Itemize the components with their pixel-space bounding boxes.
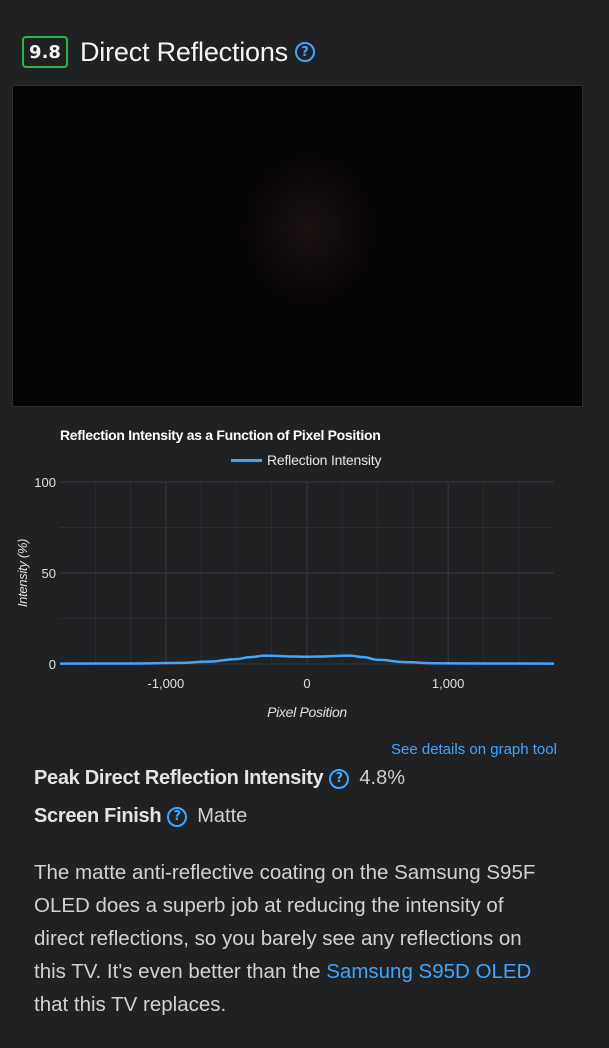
legend-swatch (231, 458, 262, 462)
metric-screen-finish: Screen Finish ? Matte (34, 805, 247, 828)
y-tick-label: 100 (34, 475, 56, 490)
x-tick-label: 0 (303, 676, 310, 691)
reflection-chart: 0 50 100 -1,000 0 1,000 Pixel Position Intens… (15, 475, 555, 720)
description-paragraph: The matte anti-reflective coating on the… (34, 856, 554, 1021)
x-axis-label: Pixel Position (267, 704, 347, 720)
section-title: Direct Reflections (80, 36, 288, 67)
chart-axes: 0 50 100 -1,000 0 1,000 (34, 475, 464, 691)
metric-label: Peak Direct Reflection Intensity (34, 767, 324, 789)
samsung-s95d-link[interactable]: Samsung S95D OLED (326, 960, 532, 983)
metric-label: Screen Finish (34, 805, 162, 827)
y-tick-label: 50 (42, 566, 56, 581)
question-circle-icon[interactable]: ? (329, 768, 350, 789)
chart-title: Reflection Intensity as a Function of Pi… (60, 427, 381, 443)
x-tick-label: 1,000 (432, 676, 465, 691)
graph-tool-link[interactable]: See details on graph tool (391, 741, 557, 758)
x-tick-label: -1,000 (147, 676, 184, 691)
y-tick-label: 0 (49, 657, 56, 672)
description-text-end: that this TV replaces. (34, 993, 227, 1016)
legend-label: Reflection Intensity (267, 452, 382, 468)
chart-grid (60, 481, 554, 665)
description-text: The matte anti-reflective coating on the… (34, 861, 536, 983)
chart-legend[interactable]: Reflection Intensity (231, 452, 381, 468)
question-circle-icon[interactable]: ? (167, 806, 188, 827)
reflection-test-photo (12, 85, 583, 407)
section-header: 9.8 Direct Reflections ? (22, 33, 315, 71)
metric-value: Matte (197, 805, 248, 827)
metric-peak-reflection: Peak Direct Reflection Intensity ? 4.8% (34, 767, 405, 790)
score-badge: 9.8 (22, 36, 68, 68)
series-line-reflection-intensity (59, 654, 555, 665)
metric-value: 4.8% (359, 767, 405, 789)
y-axis-label: Intensity (%) (15, 539, 30, 607)
question-circle-icon[interactable]: ? (294, 42, 315, 62)
